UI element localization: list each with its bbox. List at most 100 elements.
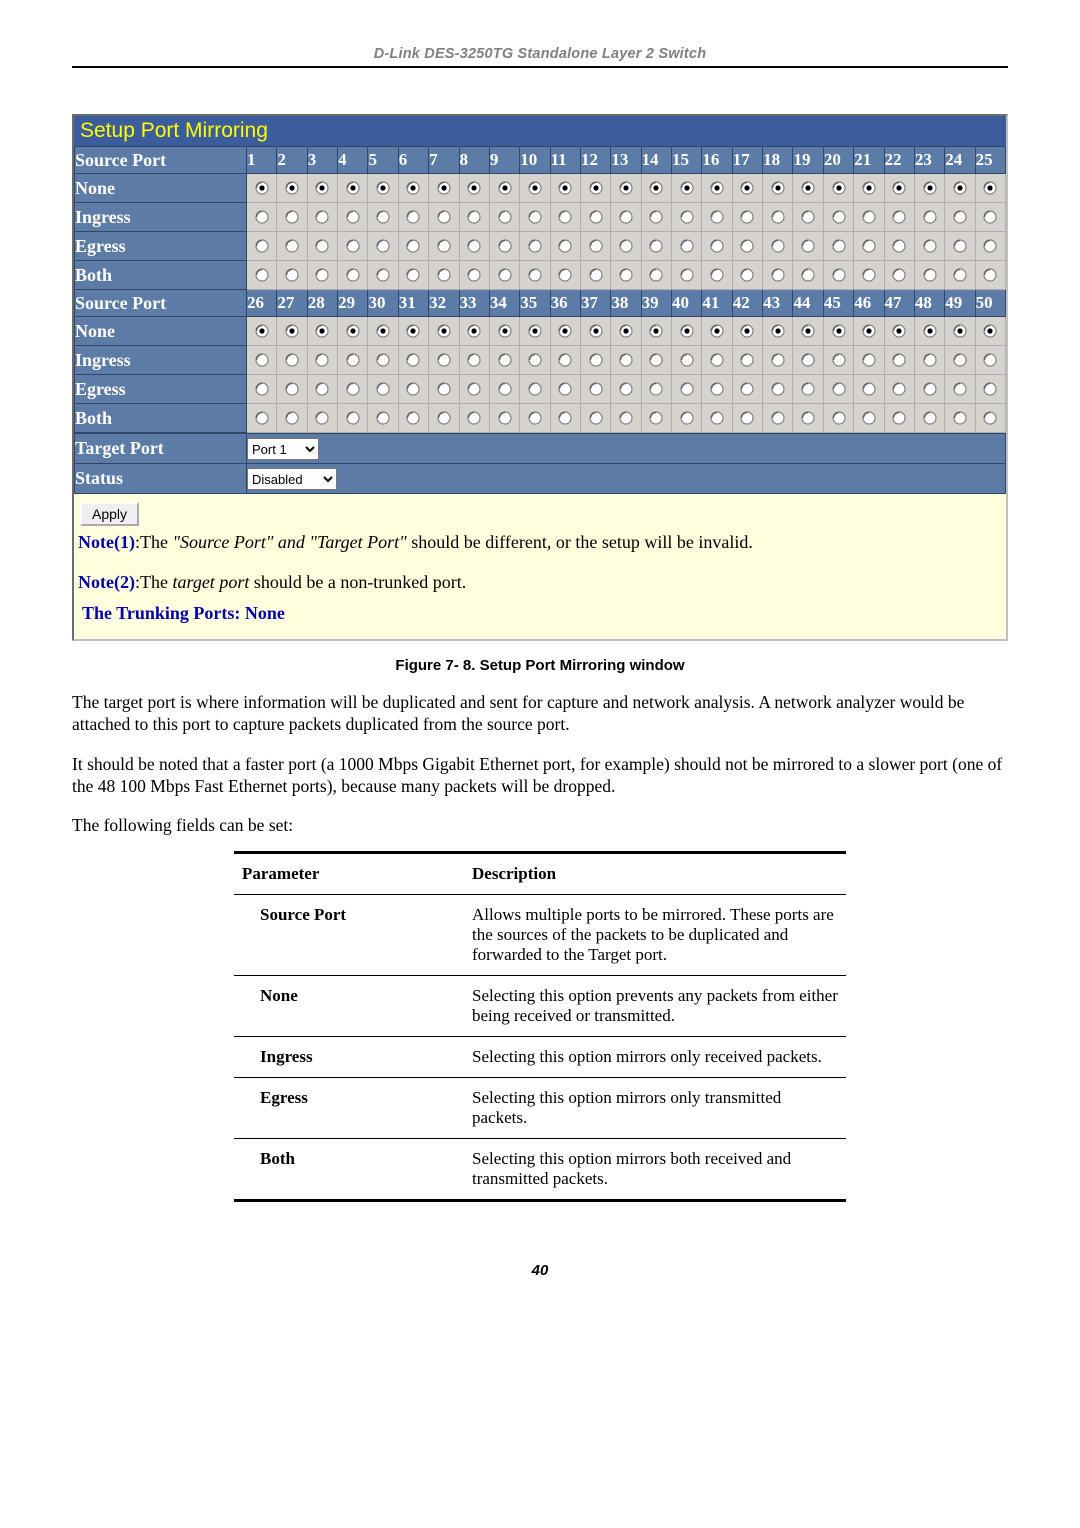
port-radio-cell[interactable] (884, 317, 914, 346)
port-radio-cell[interactable] (247, 375, 277, 404)
port-radio-cell[interactable] (672, 375, 702, 404)
port-radio-cell[interactable] (398, 375, 428, 404)
port-radio-cell[interactable] (914, 203, 944, 232)
port-radio-cell[interactable] (580, 375, 610, 404)
port-radio-cell[interactable] (702, 404, 732, 433)
port-radio-cell[interactable] (732, 346, 762, 375)
port-radio-cell[interactable] (247, 174, 277, 203)
port-radio-cell[interactable] (975, 317, 1005, 346)
port-radio-cell[interactable] (793, 174, 823, 203)
port-radio-cell[interactable] (550, 346, 580, 375)
port-radio-cell[interactable] (611, 317, 641, 346)
port-radio-cell[interactable] (580, 232, 610, 261)
port-radio-cell[interactable] (611, 375, 641, 404)
port-radio-cell[interactable] (580, 404, 610, 433)
port-radio-cell[interactable] (307, 404, 337, 433)
port-radio-cell[interactable] (520, 203, 550, 232)
port-radio-cell[interactable] (277, 317, 307, 346)
port-radio-cell[interactable] (702, 261, 732, 290)
port-radio-cell[interactable] (520, 261, 550, 290)
port-radio-cell[interactable] (641, 375, 671, 404)
port-radio-cell[interactable] (368, 375, 398, 404)
port-radio-cell[interactable] (854, 174, 884, 203)
port-radio-cell[interactable] (854, 317, 884, 346)
port-radio-cell[interactable] (672, 317, 702, 346)
port-radio-cell[interactable] (854, 346, 884, 375)
port-radio-cell[interactable] (247, 346, 277, 375)
port-radio-cell[interactable] (368, 174, 398, 203)
port-radio-cell[interactable] (277, 174, 307, 203)
port-radio-cell[interactable] (975, 232, 1005, 261)
port-radio-cell[interactable] (398, 317, 428, 346)
port-radio-cell[interactable] (429, 203, 459, 232)
port-radio-cell[interactable] (611, 346, 641, 375)
port-radio-cell[interactable] (338, 232, 368, 261)
port-radio-cell[interactable] (884, 261, 914, 290)
port-radio-cell[interactable] (672, 232, 702, 261)
port-radio-cell[interactable] (945, 346, 975, 375)
port-radio-cell[interactable] (459, 404, 489, 433)
port-radio-cell[interactable] (884, 346, 914, 375)
port-radio-cell[interactable] (459, 174, 489, 203)
port-radio-cell[interactable] (277, 261, 307, 290)
port-radio-cell[interactable] (247, 261, 277, 290)
port-radio-cell[interactable] (884, 375, 914, 404)
port-radio-cell[interactable] (975, 174, 1005, 203)
port-radio-cell[interactable] (611, 174, 641, 203)
port-radio-cell[interactable] (823, 317, 853, 346)
port-radio-cell[interactable] (550, 375, 580, 404)
port-radio-cell[interactable] (277, 346, 307, 375)
port-radio-cell[interactable] (550, 261, 580, 290)
port-radio-cell[interactable] (763, 232, 793, 261)
port-radio-cell[interactable] (368, 317, 398, 346)
port-radio-cell[interactable] (914, 174, 944, 203)
port-radio-cell[interactable] (945, 261, 975, 290)
port-radio-cell[interactable] (914, 346, 944, 375)
port-radio-cell[interactable] (459, 261, 489, 290)
port-radio-cell[interactable] (550, 203, 580, 232)
port-radio-cell[interactable] (520, 375, 550, 404)
port-radio-cell[interactable] (611, 232, 641, 261)
port-radio-cell[interactable] (914, 261, 944, 290)
port-radio-cell[interactable] (914, 404, 944, 433)
port-radio-cell[interactable] (459, 375, 489, 404)
port-radio-cell[interactable] (975, 346, 1005, 375)
port-radio-cell[interactable] (884, 203, 914, 232)
port-radio-cell[interactable] (823, 174, 853, 203)
port-radio-cell[interactable] (429, 261, 459, 290)
port-radio-cell[interactable] (247, 404, 277, 433)
port-radio-cell[interactable] (702, 346, 732, 375)
port-radio-cell[interactable] (520, 317, 550, 346)
port-radio-cell[interactable] (489, 404, 519, 433)
port-radio-cell[interactable] (793, 317, 823, 346)
port-radio-cell[interactable] (580, 317, 610, 346)
port-radio-cell[interactable] (945, 375, 975, 404)
port-radio-cell[interactable] (702, 174, 732, 203)
port-radio-cell[interactable] (823, 203, 853, 232)
port-radio-cell[interactable] (672, 203, 702, 232)
port-radio-cell[interactable] (763, 261, 793, 290)
port-radio-cell[interactable] (489, 375, 519, 404)
port-radio-cell[interactable] (793, 404, 823, 433)
port-radio-cell[interactable] (672, 261, 702, 290)
port-radio-cell[interactable] (854, 404, 884, 433)
port-radio-cell[interactable] (489, 232, 519, 261)
port-radio-cell[interactable] (975, 404, 1005, 433)
port-radio-cell[interactable] (550, 174, 580, 203)
port-radio-cell[interactable] (338, 174, 368, 203)
port-radio-cell[interactable] (398, 261, 428, 290)
port-radio-cell[interactable] (641, 317, 671, 346)
port-radio-cell[interactable] (945, 203, 975, 232)
port-radio-cell[interactable] (793, 203, 823, 232)
port-radio-cell[interactable] (975, 261, 1005, 290)
port-radio-cell[interactable] (520, 346, 550, 375)
port-radio-cell[interactable] (823, 232, 853, 261)
port-radio-cell[interactable] (763, 203, 793, 232)
port-radio-cell[interactable] (338, 346, 368, 375)
port-radio-cell[interactable] (611, 203, 641, 232)
port-radio-cell[interactable] (247, 232, 277, 261)
port-radio-cell[interactable] (672, 346, 702, 375)
port-radio-cell[interactable] (307, 174, 337, 203)
port-radio-cell[interactable] (702, 317, 732, 346)
port-radio-cell[interactable] (884, 174, 914, 203)
